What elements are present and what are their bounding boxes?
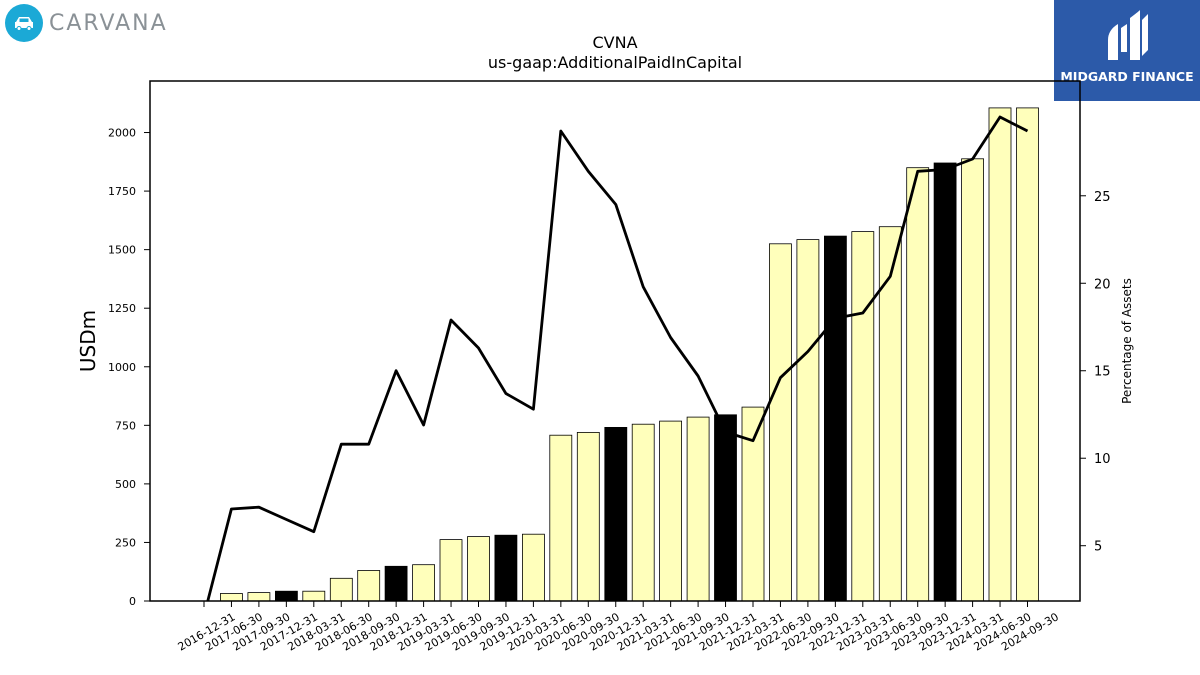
bar-2017-06-30 (219, 593, 243, 602)
y2-tick-label-10: 10 (1094, 452, 1111, 467)
y-tick-label-1750: 1750 (108, 185, 136, 198)
y-tick-label-1000: 1000 (108, 361, 136, 374)
chart-title: CVNA (592, 33, 637, 52)
carvana-wordmark: CARVANA (49, 10, 168, 36)
bar-2024-06-30 (988, 107, 1012, 602)
bar-2021-03-31 (631, 423, 655, 602)
bar-2022-03-31 (741, 406, 765, 602)
bar-2019-06-30 (439, 539, 463, 602)
plot-frame (149, 80, 1081, 602)
bar-2019-03-31 (412, 564, 436, 602)
bar-2022-12-31 (824, 235, 847, 602)
bar-2018-09-30 (357, 570, 381, 602)
y-tick-label-1250: 1250 (108, 302, 136, 315)
bar-2021-12-31 (714, 414, 737, 602)
midgard-mark-icon (1108, 10, 1148, 60)
y2-tick-label-15: 15 (1094, 365, 1111, 380)
bar-2023-09-30 (906, 167, 930, 602)
y-tick-label-500: 500 (115, 478, 136, 491)
y2-axis-label: Percentage of Assets (1120, 278, 1134, 404)
y-tick-label-0: 0 (129, 595, 136, 608)
bar-2023-12-31 (933, 162, 957, 602)
y2-tick-label-20: 20 (1094, 277, 1111, 292)
midgard-wordmark: MIDGARD FINANCE (1060, 69, 1194, 84)
bar-2023-03-31 (851, 231, 875, 602)
bar-2018-12-31 (384, 565, 408, 602)
bar-2022-09-30 (796, 239, 820, 602)
bar-2024-03-31 (961, 158, 984, 602)
carvana-logo: CARVANA (5, 4, 168, 42)
bar-2023-06-30 (878, 226, 902, 602)
car-icon (5, 4, 43, 42)
bar-2019-09-30 (467, 536, 490, 602)
bar-2020-03-31 (522, 533, 545, 602)
y-axis-label: USDm (76, 310, 100, 372)
bar-2020-06-30 (549, 434, 573, 602)
y-tick-label-1500: 1500 (108, 244, 136, 257)
y-tick-label-2000: 2000 (108, 127, 136, 140)
bar-2017-12-31 (274, 590, 298, 602)
bar-2018-03-31 (302, 590, 326, 602)
chart-subtitle: us-gaap:AdditionalPaidInCapital (488, 53, 742, 72)
midgard-finance-logo: MIDGARD FINANCE (1054, 0, 1200, 101)
bar-2024-09-30 (1016, 107, 1039, 602)
y2-tick-label-5: 5 (1094, 540, 1102, 555)
bar-2020-09-30 (576, 431, 600, 602)
bar-2017-09-30 (247, 592, 271, 602)
y-tick-label-250: 250 (115, 536, 136, 549)
bar-2021-06-30 (659, 420, 682, 602)
bar-2021-09-30 (686, 416, 710, 602)
bar-2018-06-30 (329, 577, 353, 602)
y-tick-label-750: 750 (115, 419, 136, 432)
bar-2022-06-30 (769, 243, 792, 602)
y2-tick-label-25: 25 (1094, 190, 1111, 205)
bar-2020-12-31 (604, 426, 628, 602)
bar-2019-12-31 (494, 534, 518, 602)
